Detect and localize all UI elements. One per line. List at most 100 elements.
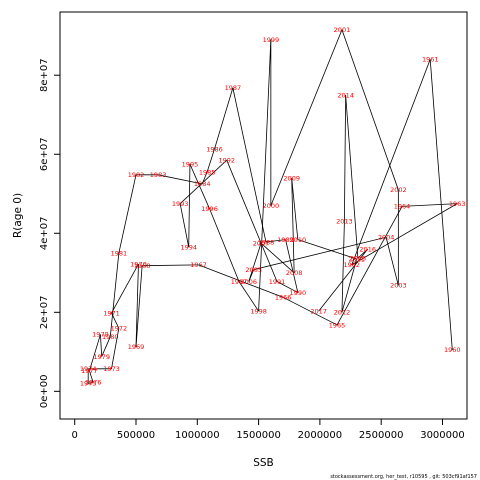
trajectory-segment — [297, 239, 357, 260]
year-label: 1974 — [80, 365, 97, 373]
year-label: 1996 — [201, 205, 218, 213]
y-tick-label: 6e+07 — [39, 137, 50, 171]
trajectory-segment — [282, 296, 338, 326]
trajectory-segment — [258, 39, 272, 312]
year-label: 1971 — [103, 309, 120, 317]
trajectory-segment — [214, 87, 234, 150]
trajectory-segment — [265, 239, 286, 243]
year-label: 1967 — [190, 261, 207, 269]
trajectory-segment — [351, 203, 458, 266]
y-axis-title: R(age 0) — [12, 193, 24, 238]
trajectory-segment — [336, 206, 403, 326]
trajectory-segment — [179, 203, 190, 248]
x-tick-label: 0 — [72, 430, 78, 441]
trajectory-segment — [100, 334, 103, 357]
trajectory-segment — [238, 281, 259, 312]
year-label: 1997 — [231, 278, 248, 286]
y-axis: 0e+00 2e+07 4e+07 6e+07 8e+07 — [39, 58, 60, 408]
year-label: 1969 — [128, 343, 145, 351]
trajectory-segment — [179, 159, 227, 204]
year-label: 2010 — [290, 236, 307, 244]
year-label: 1994 — [180, 243, 197, 251]
year-label: 2014 — [337, 91, 354, 99]
year-label: 1979 — [93, 353, 110, 361]
trajectory-segment — [209, 208, 240, 282]
year-label: 1970 — [130, 260, 147, 268]
year-label: 1991 — [269, 278, 286, 286]
year-label: 2003 — [390, 282, 407, 290]
year-label: 2016 — [359, 245, 376, 253]
year-label: 1962 — [343, 261, 360, 269]
trajectory-segment — [276, 281, 299, 293]
year-label: 1978 — [92, 331, 109, 339]
y-tick-label: 2e+07 — [39, 295, 50, 329]
trajectory-segment — [253, 236, 387, 271]
trajectory-segment — [188, 164, 191, 248]
year-label: 2002 — [390, 186, 407, 194]
x-tick-label: 1500000 — [236, 430, 281, 441]
year-label: 1976 — [85, 379, 102, 387]
x-tick-label: 1000000 — [175, 430, 220, 441]
year-label: 2011 — [348, 255, 365, 263]
trajectory-segment — [344, 94, 347, 222]
year-label: 1982 — [128, 171, 145, 179]
year-label: 1968 — [134, 262, 151, 270]
year-label: 1980 — [102, 333, 119, 341]
trajectory-segment — [135, 264, 139, 347]
x-tick-label: 3000000 — [420, 430, 465, 441]
trajectory-segment — [89, 370, 94, 383]
year-labels: 1960 1961 1962 1963 1964 1965 1966 1967 1968 1969… — [80, 26, 466, 388]
year-label: 1966 — [275, 294, 292, 302]
trajectory-segment — [341, 221, 345, 313]
year-label: 2012 — [334, 309, 351, 317]
trajectory-segment — [142, 264, 199, 267]
trajectory-segment — [89, 334, 101, 371]
year-label: 2006 — [241, 278, 258, 286]
year-label: 1965 — [329, 321, 346, 329]
trajectory-segment — [198, 264, 284, 298]
trajectory-segment — [260, 242, 295, 274]
year-label: 1981 — [111, 249, 128, 257]
year-label: 2005 — [245, 266, 262, 274]
y-tick-label: 4e+07 — [39, 216, 50, 250]
year-label: 1988 — [258, 238, 275, 246]
year-label: 1989 — [277, 236, 294, 244]
x-axis-title: SSB — [253, 457, 274, 469]
year-label: 2015 — [350, 254, 367, 262]
year-label: 1972 — [111, 324, 128, 332]
trajectory-segment — [101, 336, 111, 357]
year-label: 1985 — [199, 168, 216, 176]
year-label: 1999 — [263, 36, 280, 44]
trajectory-segment — [232, 87, 267, 243]
trajectory-segment — [341, 258, 358, 313]
trajectory-segment — [111, 328, 120, 369]
year-label: 2001 — [334, 26, 351, 34]
trajectory-segment — [385, 237, 399, 286]
x-tick-label: 2000000 — [298, 430, 343, 441]
footer-credit: stockassessment.org, her_test, r10595 , … — [330, 474, 477, 480]
year-label: 2008 — [286, 269, 303, 277]
trajectory-segment — [345, 94, 359, 259]
year-label: 1973 — [103, 365, 120, 373]
trajectory-segment — [291, 177, 295, 273]
year-label: 2004 — [378, 234, 395, 242]
trajectory-segment — [402, 203, 458, 207]
year-label: 1990 — [290, 289, 307, 297]
year-label: 2009 — [283, 174, 300, 182]
trajectory-segment — [285, 239, 299, 293]
trajectory-segment — [226, 160, 278, 282]
year-label: 1960 — [444, 346, 461, 354]
trajectory-segment — [118, 174, 137, 254]
trajectory-segment — [270, 29, 343, 206]
trajectory-segment — [157, 174, 203, 185]
year-label: 1986 — [206, 145, 223, 153]
year-label: 1984 — [194, 180, 211, 188]
y-tick-label: 0e+00 — [39, 375, 50, 409]
trajectory-segment — [189, 163, 210, 209]
year-label: 1977 — [81, 367, 98, 375]
year-label: 1961 — [422, 56, 439, 64]
year-label: 1963 — [449, 200, 466, 208]
trajectory-segment — [206, 148, 215, 173]
year-label: 1992 — [218, 156, 235, 164]
year-label: 1993 — [172, 200, 189, 208]
